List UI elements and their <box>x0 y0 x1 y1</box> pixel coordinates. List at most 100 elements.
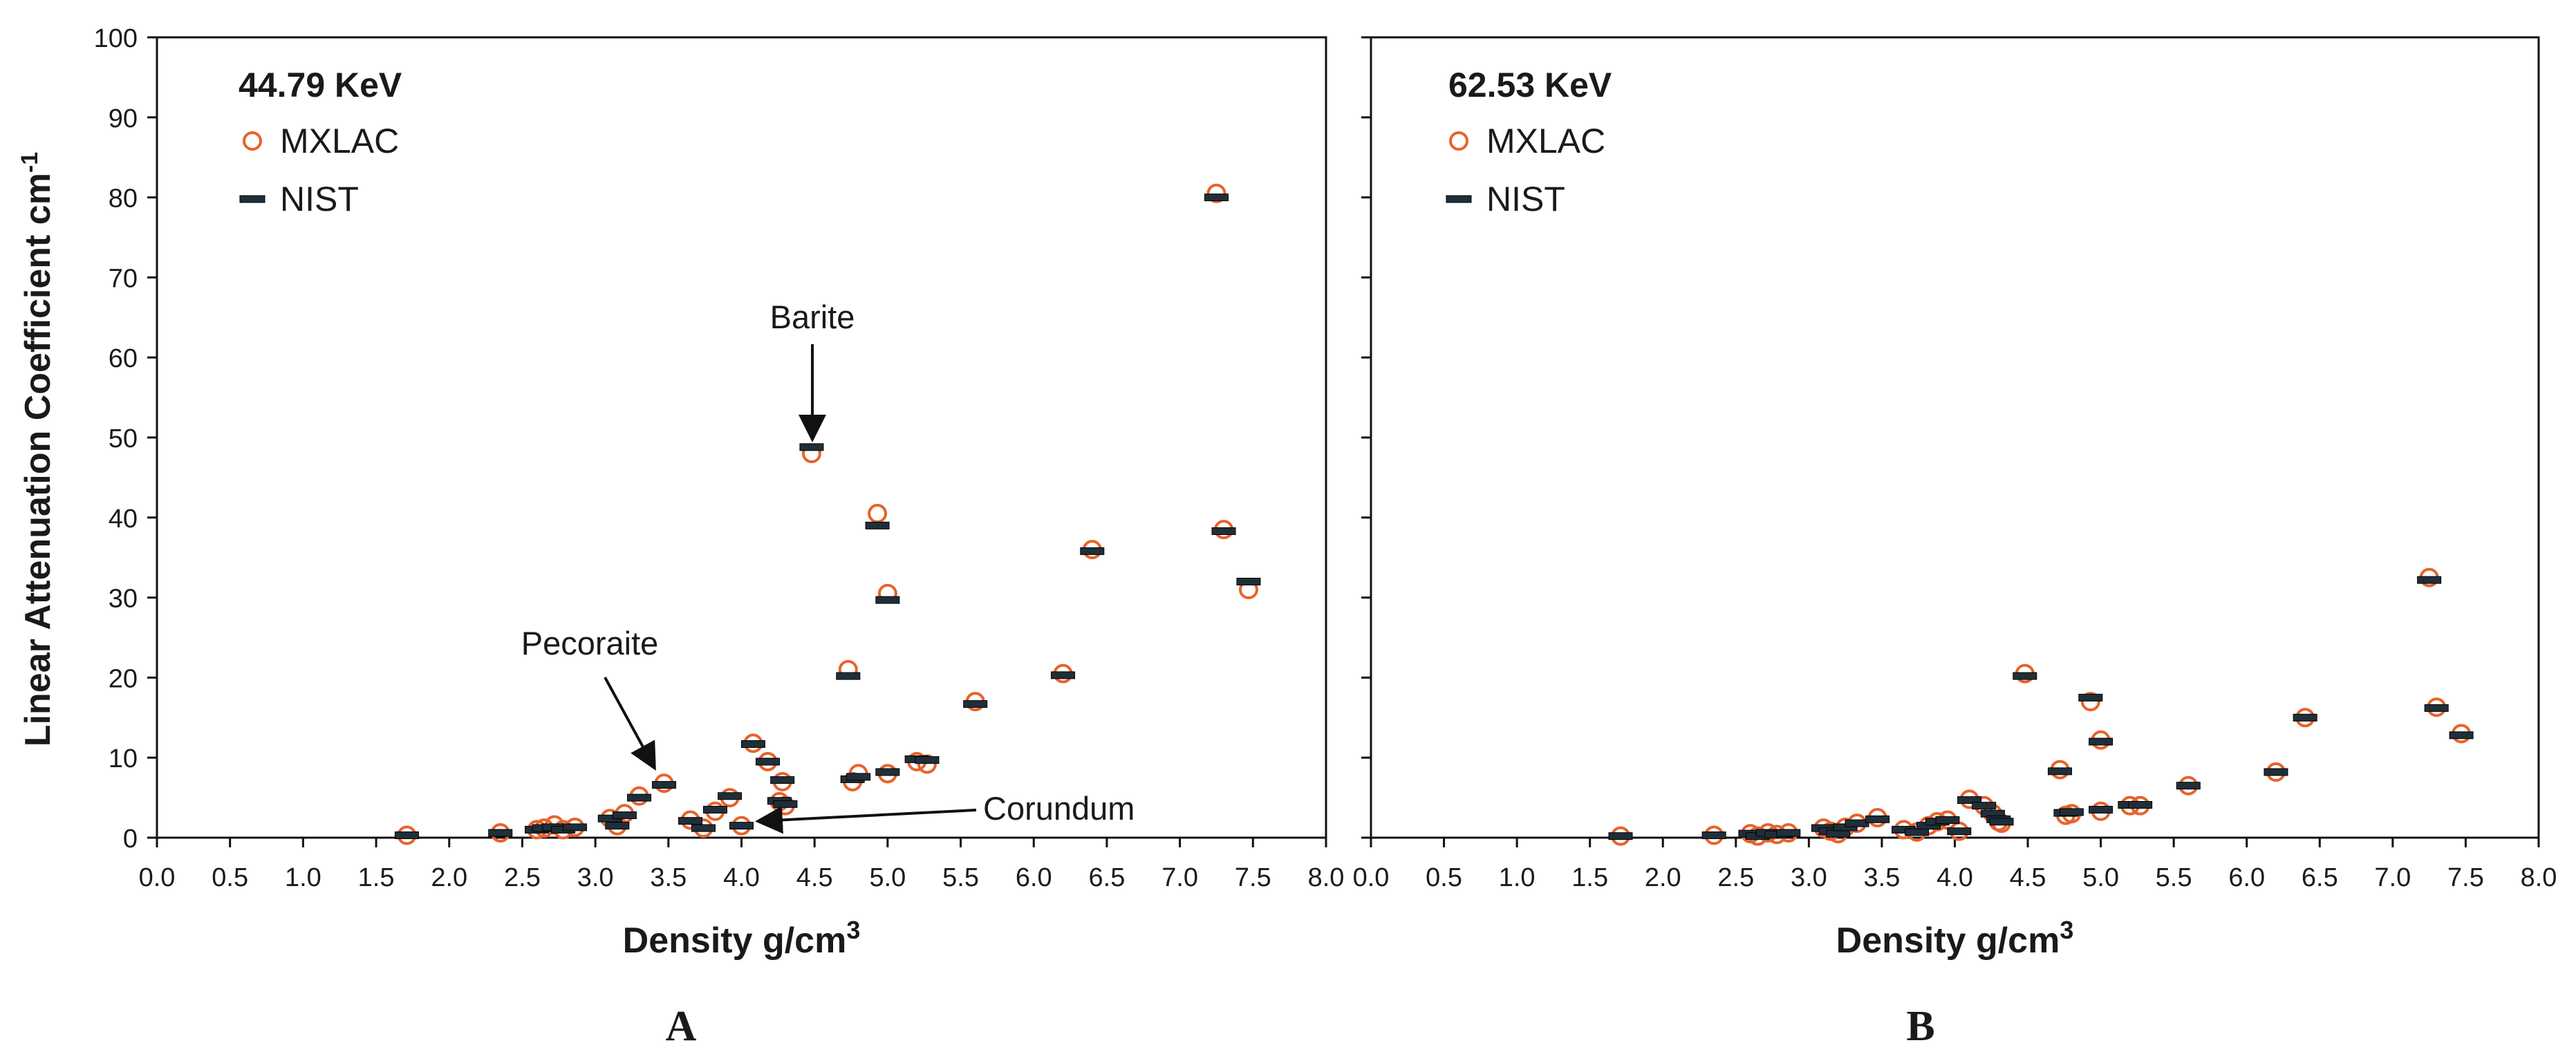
nist-point <box>1865 815 1890 823</box>
nist-point <box>1905 828 1930 836</box>
x-tick-label: 0.0 <box>139 863 176 892</box>
x-tick-label: 8.0 <box>2521 863 2557 892</box>
nist-point <box>2078 693 2103 702</box>
nist-point <box>1845 819 1869 827</box>
nist-point <box>718 792 743 800</box>
x-tick-label: 1.5 <box>358 863 395 892</box>
x-tick-label: 3.0 <box>1791 863 1827 892</box>
nist-point <box>846 773 871 781</box>
nist-point <box>612 811 637 820</box>
nist-point <box>2059 808 2084 816</box>
nist-point <box>836 672 861 680</box>
y-tick-label: 70 <box>109 264 138 293</box>
legend: MXLAC NIST <box>239 122 399 218</box>
data-points <box>394 183 1261 845</box>
nist-point <box>770 776 795 784</box>
x-tick-label: 7.5 <box>1235 863 1271 892</box>
x-tick-label: 6.0 <box>1016 863 1052 892</box>
annotation-pecoraite-label: Pecoraite <box>521 625 659 661</box>
nist-point <box>963 700 988 708</box>
nist-point <box>1608 832 1633 840</box>
x-tick-label: 7.5 <box>2447 863 2484 892</box>
panel-title: 44.79 KeV <box>239 66 402 104</box>
mxlac-point <box>1206 183 1226 203</box>
legend: MXLAC NIST <box>1446 122 1605 218</box>
x-tick-label: 0.0 <box>1353 863 1390 892</box>
nist-point <box>1957 796 1982 805</box>
nist-point <box>2449 731 2474 740</box>
nist-point <box>1236 577 1261 585</box>
nist-point <box>2013 672 2037 680</box>
panel-a: 0.0 0.5 1.0 1.5 2.0 2.5 3.0 3.5 4.0 4.5 5.0 5.5 6.0 6… <box>94 24 1345 1050</box>
x-tick-label: 4.5 <box>796 863 833 892</box>
nist-point <box>651 781 676 789</box>
nist-point <box>773 800 798 808</box>
nist-point <box>1701 831 1726 840</box>
nist-point <box>2417 576 2442 584</box>
nist-point <box>1080 547 1105 555</box>
x-tick-label: 4.0 <box>723 863 760 892</box>
nist-point <box>799 443 824 451</box>
nist-point <box>2264 768 2288 776</box>
nist-point <box>678 817 703 825</box>
nist-point <box>605 822 630 830</box>
annotation-corundum-arrow <box>755 806 977 834</box>
x-tick-label: 3.5 <box>650 863 687 892</box>
y-tick-label: 0 <box>123 825 138 854</box>
nist-point <box>1211 527 1236 535</box>
x-tick-label: 7.0 <box>2374 863 2411 892</box>
nist-point <box>1947 827 1972 836</box>
y-tick-label: 50 <box>109 424 138 453</box>
mxlac-point <box>2080 692 2100 712</box>
legend-mxlac-marker <box>1449 131 1468 151</box>
x-tick-label: 5.0 <box>2082 863 2119 892</box>
nist-point <box>1935 816 1960 825</box>
x-tick-label: 3.5 <box>1864 863 1901 892</box>
y-tick-label: 80 <box>109 185 138 214</box>
x-tick-label: 4.0 <box>1936 863 1973 892</box>
nist-point <box>2424 704 2449 712</box>
x-tick-label: 8.0 <box>1308 863 1345 892</box>
x-tick-label: 0.5 <box>212 863 248 892</box>
nist-point <box>875 596 900 604</box>
x-axis-label: Density g/cm3 <box>623 916 861 961</box>
x-axis-label: Density g/cm3 <box>1836 916 2074 961</box>
y-tick-label: 30 <box>109 585 138 614</box>
panel-label: A <box>666 1003 697 1050</box>
nist-point <box>1776 829 1801 837</box>
y-tick-label: 20 <box>109 664 138 693</box>
y-axis-label: Linear Attenuation Coefficient cm-1 <box>17 152 58 746</box>
nist-point <box>2293 713 2317 722</box>
y-tick-label: 60 <box>109 344 138 373</box>
nist-point <box>2089 737 2113 746</box>
y-tick-label: 10 <box>109 744 138 773</box>
nist-point <box>2176 782 2201 790</box>
x-tick-label: 1.0 <box>1499 863 1536 892</box>
x-tick-label: 5.5 <box>2156 863 2192 892</box>
annotation-pecoraite-arrow <box>604 677 656 771</box>
data-points <box>1608 567 2474 846</box>
nist-point <box>627 793 652 802</box>
x-tick-label: 2.5 <box>1717 863 1754 892</box>
x-tick-label: 1.0 <box>285 863 321 892</box>
panel-b: 0.0 0.5 1.0 1.5 2.0 2.5 3.0 3.5 4.0 4.5 5.0 5.5 6.0 6… <box>1353 36 2557 1050</box>
y-tick-label: 100 <box>94 24 138 53</box>
nist-point <box>2089 805 2113 813</box>
nist-point <box>729 822 754 830</box>
x-tick-label: 4.5 <box>2010 863 2046 892</box>
nist-point <box>1051 671 1076 679</box>
nist-point <box>1204 194 1229 202</box>
y-tick-label: 90 <box>109 104 138 133</box>
x-tick-label: 3.0 <box>577 863 614 892</box>
panel-title: 62.53 KeV <box>1448 66 1612 104</box>
x-tick-label: 2.0 <box>431 863 467 892</box>
legend-mxlac-marker <box>243 131 262 151</box>
x-tick-label: 6.0 <box>2228 863 2265 892</box>
nist-point <box>691 824 716 832</box>
annotation-corundum-label: Corundum <box>983 790 1135 827</box>
nist-point <box>915 756 940 764</box>
annotation-barite-label: Barite <box>770 299 855 335</box>
nist-point <box>756 758 781 766</box>
nist-point <box>875 768 900 776</box>
